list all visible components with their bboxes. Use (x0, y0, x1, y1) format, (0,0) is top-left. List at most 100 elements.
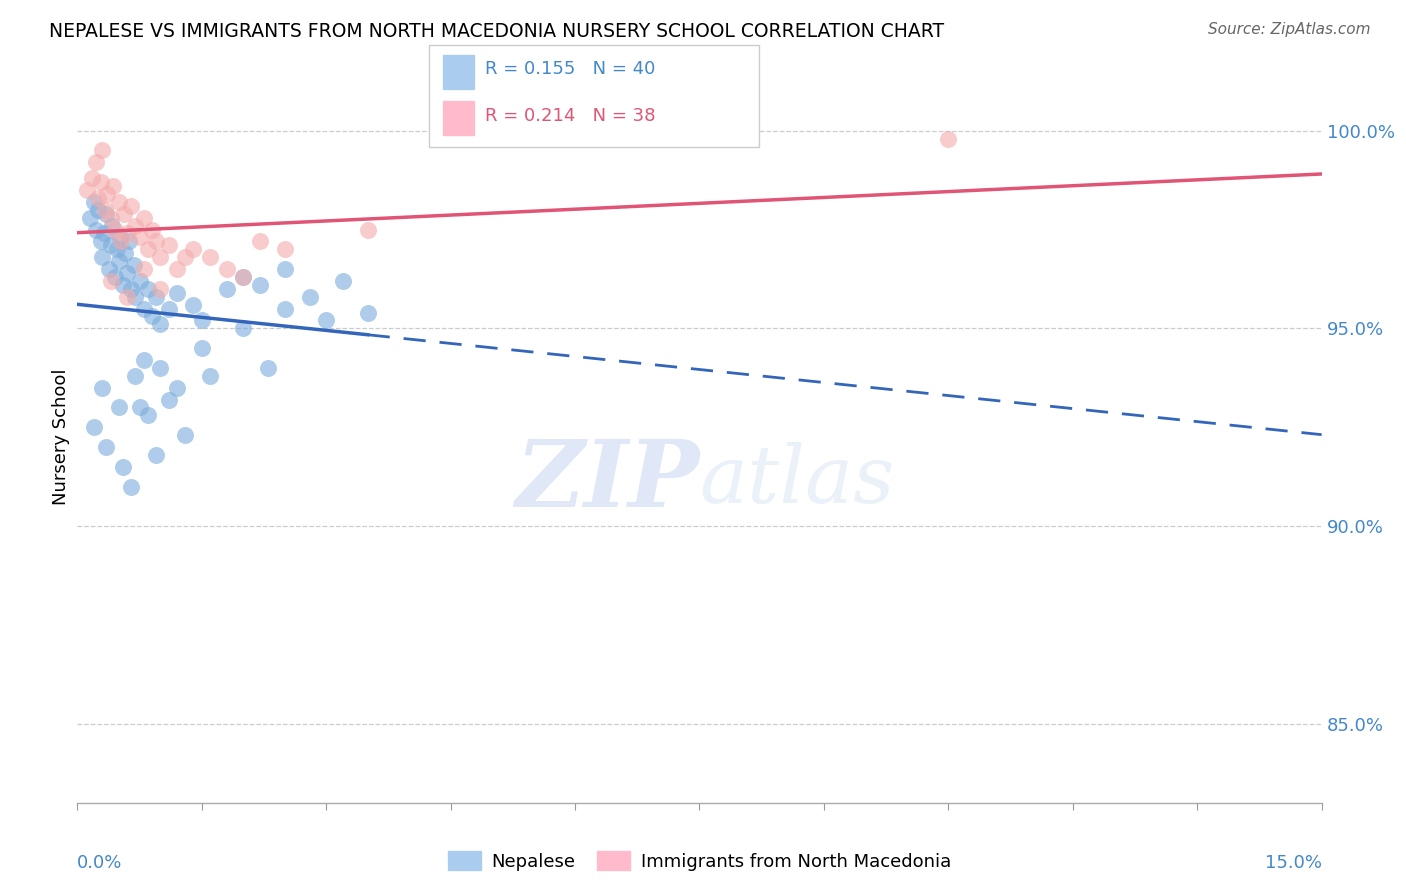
Point (82, 171, 104, 186)
Point (198, 368, 221, 383)
Point (108, 194, 131, 209)
Point (112, 207, 135, 221)
Point (118, 235, 141, 249)
Point (149, 360, 172, 375)
Point (157, 238, 180, 252)
Point (96, 207, 118, 221)
Text: 0.0%: 0.0% (77, 854, 122, 872)
Point (104, 269, 127, 284)
Point (110, 235, 132, 249)
Point (149, 250, 172, 264)
Point (166, 381, 188, 395)
Point (174, 250, 197, 264)
Point (315, 313, 337, 327)
Point (120, 282, 142, 296)
Point (232, 269, 254, 284)
Y-axis label: Nursery School: Nursery School (52, 368, 70, 506)
Point (90, 235, 112, 249)
Point (141, 222, 163, 236)
Point (91, 381, 114, 395)
Point (132, 353, 155, 368)
Point (249, 235, 271, 249)
Point (132, 262, 155, 277)
Point (76, 183, 98, 197)
Point (249, 277, 271, 292)
Point (84, 222, 107, 236)
Point (257, 360, 280, 375)
Point (141, 310, 163, 324)
Point (108, 401, 131, 415)
Point (215, 282, 238, 296)
Point (938, 131, 960, 145)
Point (96, 186, 118, 201)
Point (145, 448, 167, 462)
Point (166, 285, 188, 300)
Point (101, 219, 124, 233)
Point (232, 269, 254, 284)
Point (191, 341, 214, 355)
Point (128, 230, 150, 244)
Point (183, 298, 205, 312)
Text: 15.0%: 15.0% (1264, 854, 1322, 872)
Point (104, 222, 127, 236)
Point (332, 274, 354, 288)
Point (232, 321, 254, 335)
Point (157, 301, 180, 316)
Point (90, 175, 112, 189)
Point (115, 227, 138, 241)
Point (298, 290, 321, 304)
Point (91, 250, 114, 264)
Point (91, 144, 114, 158)
Point (96, 440, 118, 454)
Point (274, 242, 297, 256)
Point (198, 250, 221, 264)
Point (128, 274, 150, 288)
Point (120, 199, 142, 213)
Text: NEPALESE VS IMMIGRANTS FROM NORTH MACEDONIA NURSERY SCHOOL CORRELATION CHART: NEPALESE VS IMMIGRANTS FROM NORTH MACEDO… (49, 22, 945, 41)
Point (93, 202, 115, 217)
Point (157, 392, 180, 407)
Point (124, 219, 146, 233)
Point (108, 254, 131, 268)
Point (100, 274, 122, 288)
Text: atlas: atlas (700, 442, 894, 520)
Point (122, 258, 145, 272)
Point (124, 290, 146, 304)
Point (166, 262, 188, 277)
Point (149, 318, 172, 332)
Text: ZIP: ZIP (515, 436, 700, 526)
Point (111, 459, 134, 474)
Point (111, 277, 134, 292)
Point (274, 301, 297, 316)
Point (115, 266, 138, 280)
Point (128, 401, 150, 415)
Point (357, 222, 380, 236)
Text: R = 0.214   N = 38: R = 0.214 N = 38 (485, 107, 655, 126)
Text: R = 0.155   N = 40: R = 0.155 N = 40 (485, 61, 655, 78)
Point (115, 290, 138, 304)
Point (124, 368, 146, 383)
Point (87, 202, 110, 217)
Point (215, 262, 238, 277)
Point (101, 179, 124, 194)
Point (105, 242, 128, 256)
Point (145, 235, 167, 249)
Point (132, 211, 155, 225)
Point (136, 242, 159, 256)
Point (145, 290, 167, 304)
Point (83, 194, 105, 209)
Point (174, 428, 197, 442)
Point (100, 238, 122, 252)
Point (114, 246, 136, 260)
Point (100, 211, 122, 225)
Point (120, 479, 142, 493)
Point (191, 313, 214, 327)
Point (149, 282, 172, 296)
Point (132, 301, 155, 316)
Point (83, 420, 105, 434)
Text: Source: ZipAtlas.com: Source: ZipAtlas.com (1208, 22, 1371, 37)
Point (110, 230, 132, 244)
Point (136, 282, 159, 296)
Point (136, 409, 159, 423)
Point (97, 262, 120, 277)
